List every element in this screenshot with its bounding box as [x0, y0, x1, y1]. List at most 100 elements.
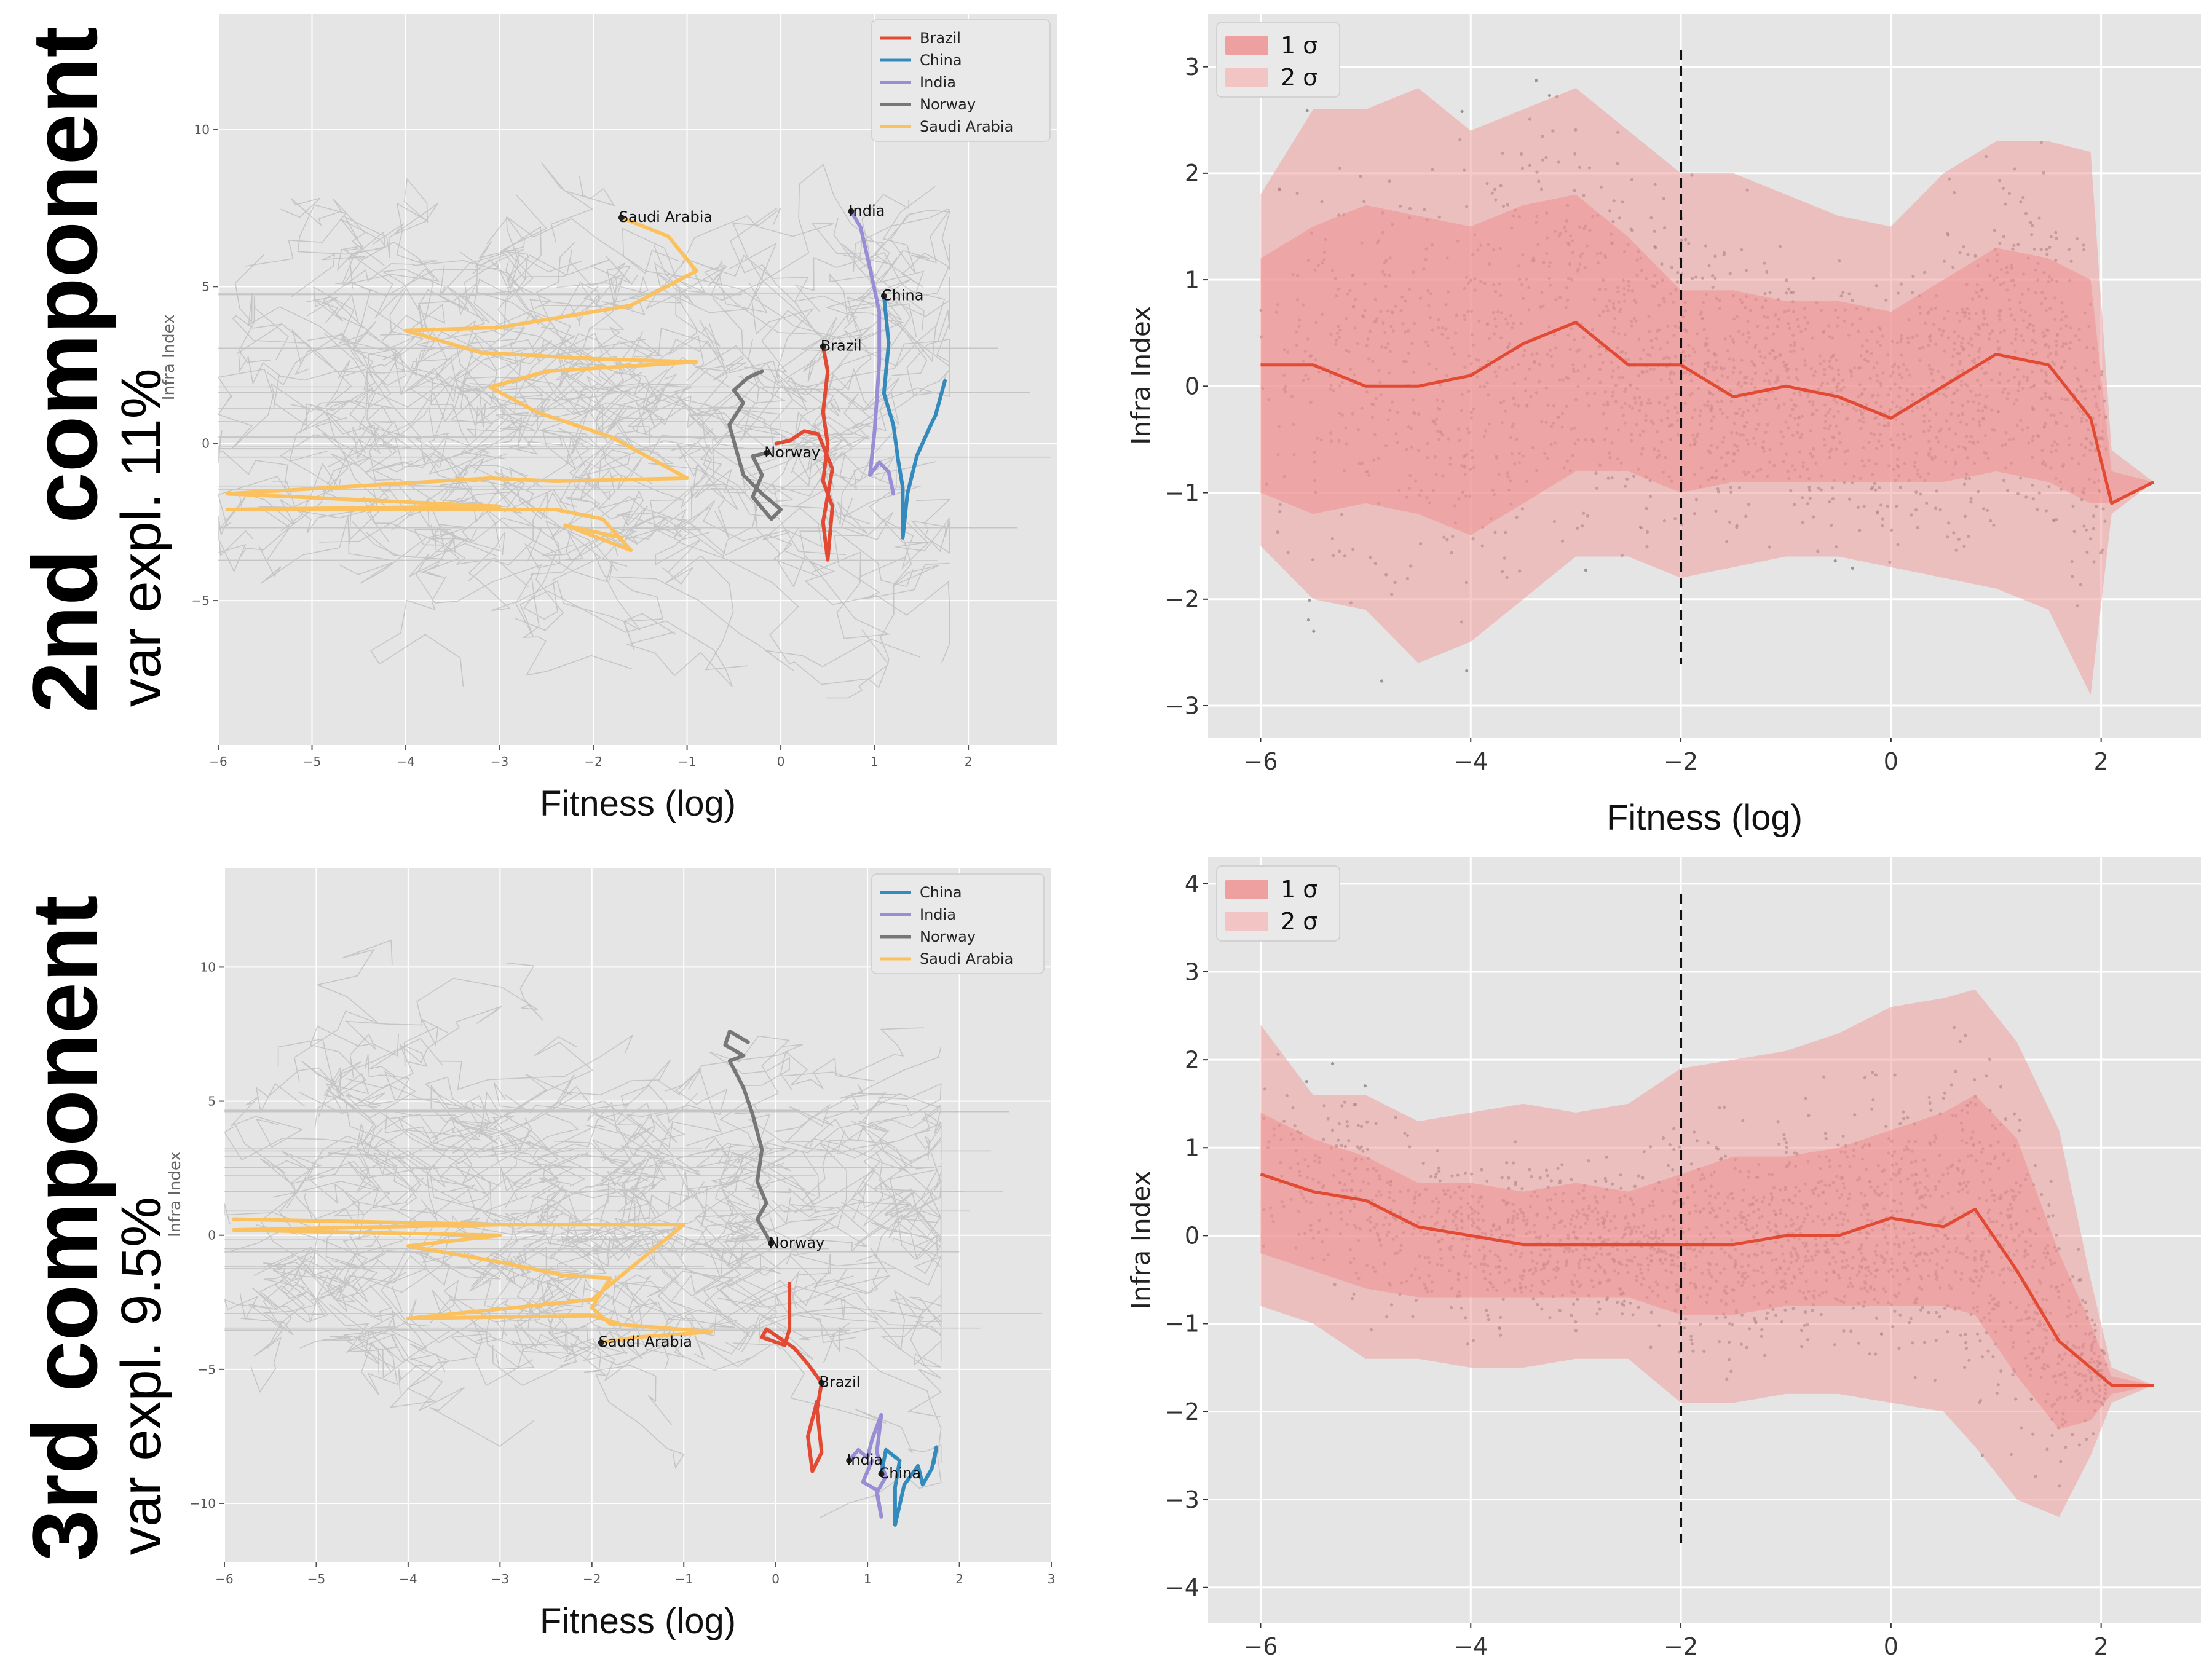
plot-background	[224, 868, 1051, 1562]
background-trajectory	[304, 1135, 438, 1230]
legend-label: China	[920, 884, 962, 901]
background-trajectory	[448, 1294, 568, 1353]
background-trajectory	[440, 1217, 520, 1344]
series-saudi-arabia	[231, 1217, 714, 1345]
label-point-brazil	[820, 343, 826, 350]
background-trajectory	[745, 1169, 942, 1244]
background-trajectory	[717, 1268, 890, 1308]
background-trajectory	[852, 1093, 942, 1160]
background-trajectory	[544, 1144, 730, 1228]
y-axis-label: Infra Index	[1126, 306, 1156, 445]
background-trajectory	[709, 1035, 791, 1114]
background-trajectory	[347, 1093, 417, 1193]
legend-label: 1 σ	[1281, 32, 1317, 59]
scatter-point	[1380, 679, 1384, 683]
x-tick-label: −1	[678, 754, 696, 769]
background-trajectory	[290, 241, 440, 297]
row-title-3rd-sub: var expl. 9.5%	[110, 1197, 173, 1555]
x-tick-label: −2	[1664, 1633, 1698, 1660]
background-trajectory	[620, 1189, 856, 1344]
series-china	[879, 1445, 939, 1527]
background-trajectory	[494, 1187, 692, 1230]
label-point-india	[848, 208, 855, 215]
background-trajectory	[789, 1214, 942, 1286]
legend-label: Saudi Arabia	[920, 950, 1013, 967]
background-trajectory	[440, 479, 614, 582]
background-trajectory	[565, 506, 710, 562]
scatter-point	[1547, 93, 1551, 98]
background-trajectory	[322, 1248, 512, 1341]
background-trajectory	[239, 350, 283, 385]
background-trajectory	[430, 326, 576, 445]
background-trajectory	[679, 428, 826, 588]
label-point-india	[846, 1457, 853, 1464]
background-trajectory	[496, 1340, 670, 1382]
background-trajectory	[657, 1270, 800, 1331]
background-trajectory	[309, 1025, 399, 1129]
background-trajectory	[584, 490, 644, 549]
label-brazil: Brazil	[819, 1374, 860, 1391]
background-trajectory	[383, 1074, 659, 1134]
background-trajectory	[862, 186, 950, 302]
x-axis-label: Fitness (log)	[1606, 798, 1803, 838]
mean-line	[1260, 320, 2155, 505]
background-trajectory	[293, 939, 393, 1082]
scatter-point	[1305, 109, 1309, 112]
background-trajectory	[558, 339, 760, 448]
background-trajectory	[784, 1027, 925, 1077]
background-trajectory	[327, 420, 462, 509]
y-axis-label: Infra Index	[160, 314, 178, 400]
background-trajectory	[625, 1068, 728, 1159]
background-trajectory	[346, 339, 397, 409]
x-tick-label: 0	[1884, 1633, 1898, 1660]
background-trajectory	[218, 382, 413, 473]
background-trajectory	[553, 1102, 656, 1182]
background-trajectory	[435, 326, 591, 392]
background-trajectory	[557, 1221, 689, 1268]
background-trajectory	[775, 1092, 900, 1132]
chart-bottom-right: −6−4−202−4−3−2−101234Fitness (log)Infra …	[1126, 857, 2201, 1660]
background-trajectory	[751, 266, 825, 373]
background-trajectory	[370, 575, 464, 687]
background-trajectory	[527, 1274, 652, 1363]
label-saudi-arabia: Saudi Arabia	[619, 208, 713, 226]
background-trajectory	[468, 532, 676, 651]
x-tick-label: 2	[965, 754, 973, 769]
background-trajectory	[799, 530, 914, 639]
background-trajectory	[496, 1230, 682, 1336]
legend-label: Norway	[920, 96, 976, 113]
x-axis-label: Fitness (log)	[540, 1601, 736, 1641]
background-trajectory	[680, 194, 909, 268]
background-trajectory	[323, 333, 412, 460]
background-trajectory	[406, 1141, 700, 1213]
row-title-3rd-main: 3rd component	[13, 895, 116, 1561]
background-trajectory	[244, 204, 386, 289]
background-trajectory	[830, 1288, 942, 1349]
background-trajectory	[409, 356, 506, 460]
background-trajectory	[762, 486, 921, 541]
background-trajectory	[382, 1280, 534, 1386]
background-trajectory	[821, 1128, 942, 1242]
x-tick-label: −3	[491, 754, 508, 769]
scatter-point	[1465, 669, 1469, 672]
background-trajectory	[440, 465, 529, 508]
series-china	[882, 294, 947, 540]
background-trajectory	[272, 1231, 385, 1305]
legend-label: India	[920, 906, 956, 923]
background-trajectory	[687, 254, 881, 333]
background-trajectory	[612, 1215, 781, 1307]
background-trajectory	[339, 498, 472, 584]
background-trajectory	[802, 1118, 896, 1227]
background-trajectory	[224, 1256, 325, 1321]
background-trajectory	[859, 243, 950, 288]
background-trajectory	[273, 344, 543, 427]
y-tick-label: −3	[1165, 1486, 1199, 1513]
background-trajectory	[813, 452, 914, 559]
background-trajectory	[833, 217, 903, 321]
background-trajectory	[578, 372, 689, 429]
legend-box	[871, 19, 1051, 142]
background-trajectory	[272, 1181, 407, 1217]
background-trajectory	[662, 555, 748, 671]
